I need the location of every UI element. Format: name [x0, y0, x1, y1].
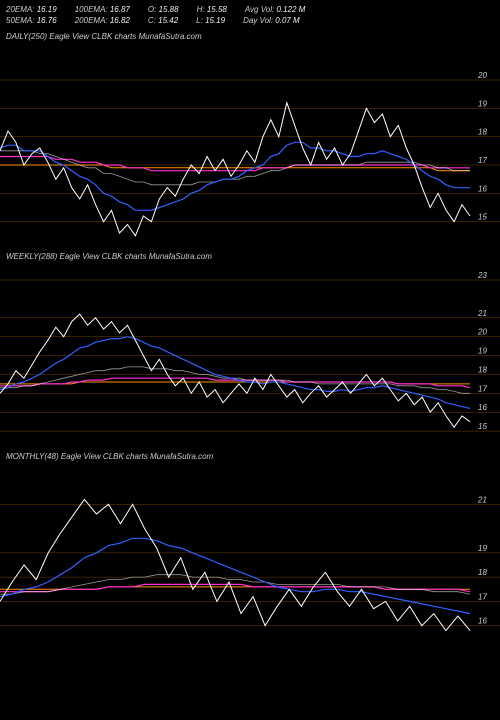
stat-value: 0.122 M: [276, 5, 305, 14]
stats-header: 20EMA: 16.19 100EMA: 16.87 O: 15.88 H: 15.5…: [0, 0, 500, 30]
stat-value: 15.19: [205, 16, 225, 25]
series-price: [0, 314, 470, 427]
stat-item: L: 15.19: [196, 15, 225, 26]
chart-svg: 15 16 17 18 19 20 21 23: [0, 250, 500, 450]
y-tick-label: 18: [478, 366, 487, 375]
stat-item: Day Vol: 0.07 M: [243, 15, 300, 26]
y-tick-label: 21: [477, 496, 487, 505]
chart-svg: 16 17 18 19 21: [0, 450, 500, 650]
chart-svg: 15 16 17 18 19 20: [0, 30, 500, 250]
y-tick-label: 20: [477, 71, 487, 80]
stat-item: C: 15.42: [148, 15, 178, 26]
y-tick-label: 15: [478, 422, 487, 431]
stat-label: L:: [196, 16, 205, 25]
y-tick-label: 16: [478, 404, 487, 413]
stat-value: 15.42: [158, 16, 178, 25]
y-tick-label: 16: [478, 617, 487, 626]
y-tick-label: 17: [478, 156, 487, 165]
y-tick-label: 20: [477, 328, 487, 337]
stat-label: 20EMA:: [6, 5, 37, 14]
stat-label: 50EMA:: [6, 16, 37, 25]
stat-label: Day Vol:: [243, 16, 275, 25]
series-price: [0, 500, 470, 631]
stat-value: 16.87: [110, 5, 130, 14]
stat-value: 15.88: [159, 5, 179, 14]
stats-row-2: 50EMA: 16.76 200EMA: 16.82 C: 15.42 L: 15.1…: [6, 15, 494, 26]
y-tick-label: 21: [477, 309, 487, 318]
stat-label: C:: [148, 16, 158, 25]
stat-item: O: 15.88: [148, 4, 179, 15]
panel-title: DAILY(250) Eagle View CLBK charts Munafa…: [6, 32, 202, 41]
y-tick-label: 23: [477, 271, 487, 280]
stat-item: Avg Vol: 0.122 M: [245, 4, 305, 15]
stats-row-1: 20EMA: 16.19 100EMA: 16.87 O: 15.88 H: 15.5…: [6, 4, 494, 15]
stat-value: 16.82: [110, 16, 130, 25]
chart-panel-weekly: WEEKLY(288) Eagle View CLBK charts Munaf…: [0, 250, 500, 450]
y-tick-label: 17: [478, 385, 487, 394]
panel-title: WEEKLY(288) Eagle View CLBK charts Munaf…: [6, 252, 212, 261]
stat-item: 50EMA: 16.76: [6, 15, 57, 26]
stat-item: 100EMA: 16.87: [75, 4, 130, 15]
y-tick-label: 19: [478, 347, 487, 356]
series-ema20: [0, 143, 470, 211]
stat-label: H:: [197, 5, 207, 14]
y-tick-label: 16: [478, 185, 487, 194]
y-tick-label: 18: [478, 128, 487, 137]
series-ema100: [0, 157, 470, 171]
stat-label: 100EMA:: [75, 5, 110, 14]
stat-item: 20EMA: 16.19: [6, 4, 57, 15]
stat-value: 0.07 M: [275, 16, 299, 25]
stat-item: 200EMA: 16.82: [75, 15, 130, 26]
y-tick-label: 19: [478, 100, 487, 109]
charts-container: DAILY(250) Eagle View CLBK charts Munafa…: [0, 30, 500, 650]
stat-value: 15.58: [207, 5, 227, 14]
series-ema100: [0, 585, 470, 592]
stat-label: O:: [148, 5, 159, 14]
stat-label: 200EMA:: [75, 16, 110, 25]
stat-item: H: 15.58: [197, 4, 227, 15]
stat-label: Avg Vol:: [245, 5, 277, 14]
stat-value: 16.19: [37, 5, 57, 14]
series-ema20: [0, 337, 470, 409]
y-tick-label: 15: [478, 213, 487, 222]
y-tick-label: 19: [478, 544, 487, 553]
chart-panel-monthly: MONTHLY(48) Eagle View CLBK charts Munaf…: [0, 450, 500, 650]
y-tick-label: 18: [478, 569, 487, 578]
stat-value: 16.76: [37, 16, 57, 25]
panel-title: MONTHLY(48) Eagle View CLBK charts Munaf…: [6, 452, 213, 461]
series-ema20: [0, 539, 470, 614]
chart-panel-daily: DAILY(250) Eagle View CLBK charts Munafa…: [0, 30, 500, 250]
y-tick-label: 17: [478, 593, 487, 602]
